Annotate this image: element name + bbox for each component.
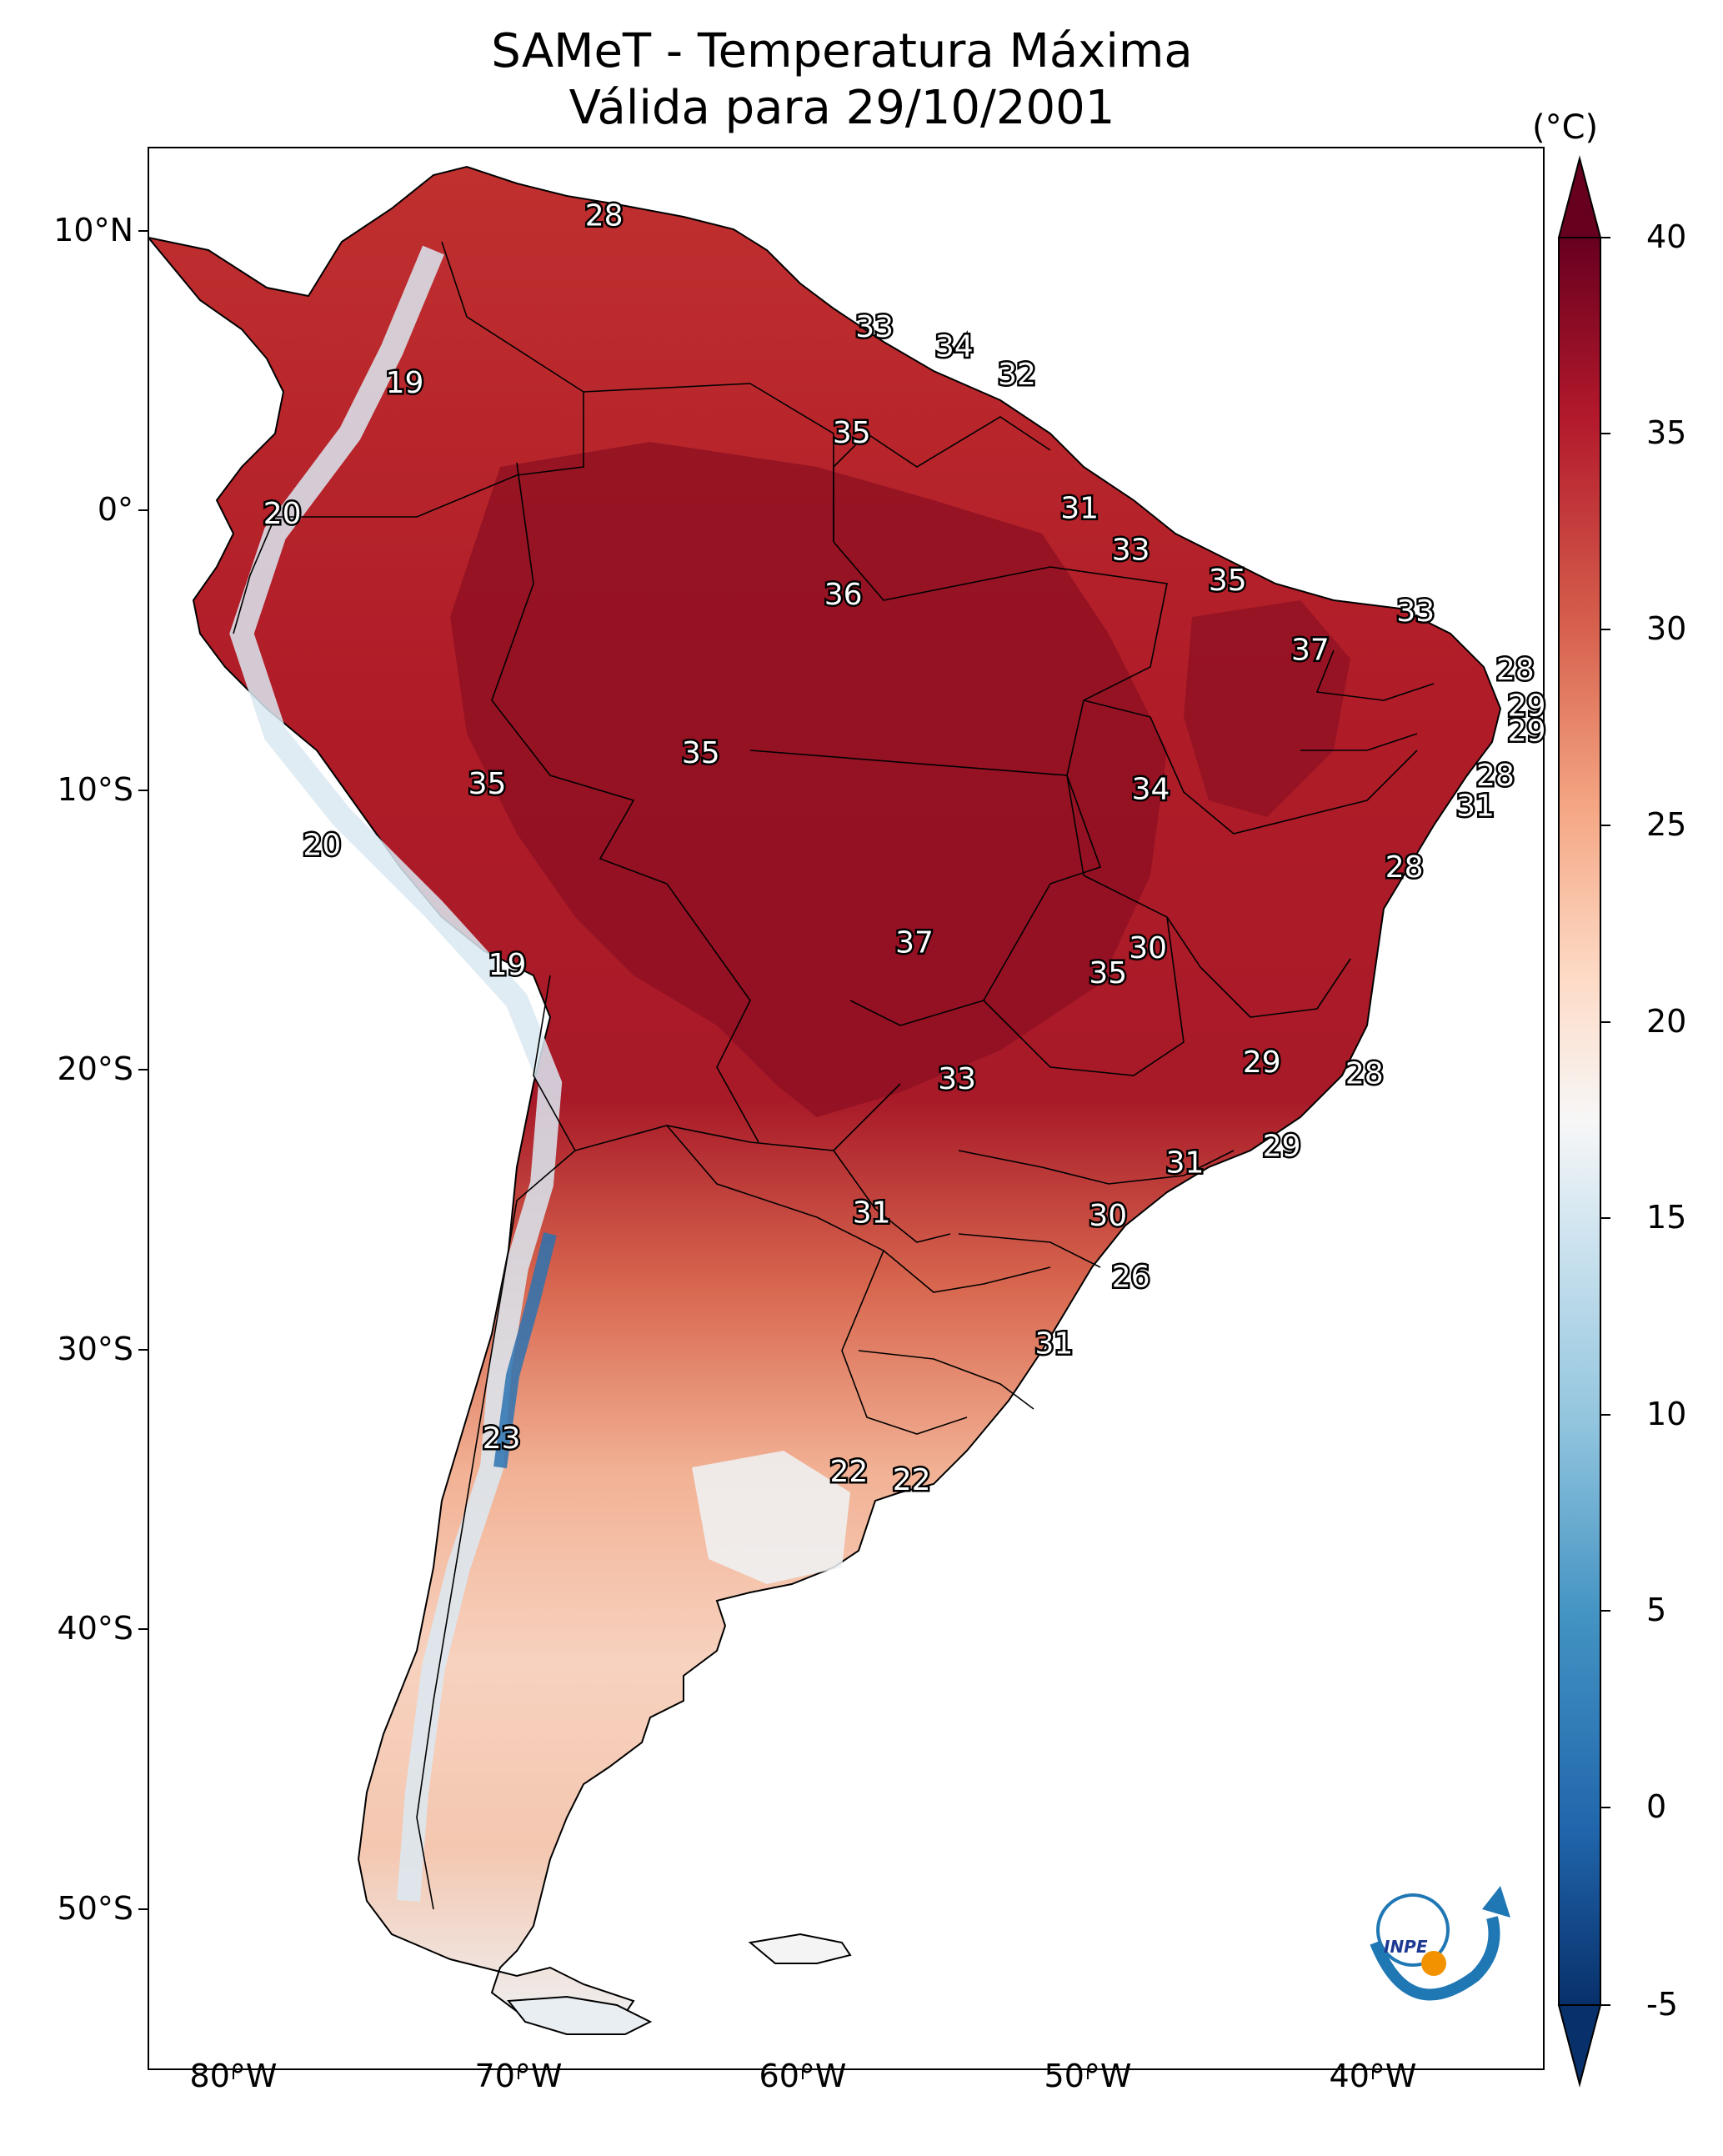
temperature-value-label: 19 — [386, 366, 424, 400]
lat-tick-label: 0° — [97, 491, 133, 528]
temperature-value-label: 30 — [1129, 931, 1167, 965]
lon-tick-label: 60°W — [759, 2058, 847, 2094]
colorbar-tick-label: 25 — [1646, 806, 1687, 843]
temperature-value-label: 35 — [1089, 956, 1127, 990]
temperature-value-label: 37 — [1291, 634, 1330, 668]
colorbar-bottom-arrow — [1557, 2004, 1602, 2088]
colorbar — [1557, 155, 1610, 2088]
temperature-value-label: 22 — [829, 1455, 868, 1489]
lat-tick-label: 50°S — [57, 1890, 133, 1927]
colorbar-tick-label: 10 — [1646, 1396, 1687, 1432]
lon-tick-marks — [233, 2069, 1374, 2079]
temperature-value-label: 31 — [1456, 790, 1495, 824]
temperature-value-label: 35 — [1209, 564, 1247, 598]
inpe-logo: INPE — [1370, 1886, 1510, 2001]
temperature-value-label: 28 — [1345, 1056, 1384, 1091]
temperature-value-label: 23 — [483, 1421, 521, 1456]
temperature-value-label: 28 — [1496, 653, 1535, 687]
temperature-value-label: 26 — [1112, 1260, 1150, 1294]
map-frame — [148, 147, 1545, 2070]
temperature-value-label: 28 — [585, 199, 624, 233]
temperature-value-label: 29 — [1243, 1045, 1281, 1080]
northeast-hot-spot — [1184, 600, 1350, 817]
colorbar-body — [1558, 237, 1601, 2006]
colorbar-tick-label: 40 — [1646, 218, 1687, 255]
temperature-value-label: 33 — [855, 310, 894, 344]
lat-tick-marks — [138, 230, 148, 1910]
temperature-value-label: 29 — [1508, 689, 1546, 724]
temperature-value-label: 35 — [833, 416, 871, 450]
colorbar-tick-label: 0 — [1646, 1788, 1667, 1825]
map-title: SAMeT - Temperatura Máxima — [491, 24, 1193, 78]
temperature-value-label: 31 — [1166, 1146, 1205, 1180]
temperature-value-label: 29 — [1508, 714, 1546, 749]
temperature-value-label: 20 — [263, 497, 302, 531]
temperature-value-label: 31 — [1034, 1326, 1073, 1361]
temperature-value-label: 30 — [1089, 1199, 1127, 1233]
colorbar-top-arrow — [1557, 155, 1602, 238]
colorbar-unit: (°C) — [1532, 108, 1599, 147]
warm-core-region — [450, 442, 1167, 1117]
temperature-value-label: 36 — [824, 578, 863, 612]
falkland-islands — [748, 1933, 852, 1964]
temperature-value-label: 28 — [1385, 850, 1424, 885]
lon-tick-label: 70°W — [474, 2058, 563, 2094]
pampas-cool-patch — [692, 1451, 850, 1584]
lat-tick-label: 10°N — [53, 212, 133, 248]
temperature-value-label: 34 — [935, 330, 974, 364]
temperature-value-label: 33 — [1112, 533, 1150, 567]
lat-tick-label: 20°S — [57, 1050, 133, 1087]
temperature-value-label: 29 — [1263, 1129, 1301, 1163]
colorbar-tick-label: 35 — [1646, 414, 1687, 451]
inpe-logo-text: INPE — [1384, 1937, 1428, 1957]
temperature-value-label: 28 — [1476, 759, 1515, 793]
colorbar-tick-label: 5 — [1646, 1592, 1667, 1628]
temperature-value-label: 20 — [303, 829, 341, 863]
lon-tick-label: 80°W — [189, 2058, 278, 2094]
lon-tick-label: 50°W — [1044, 2058, 1132, 2094]
temperature-value-label: 34 — [1132, 773, 1170, 807]
temperature-value-label: 22 — [893, 1463, 931, 1497]
temperature-value-label: 19 — [488, 948, 527, 982]
lat-tick-label: 10°S — [57, 771, 133, 808]
map-subtitle: Válida para 29/10/2001 — [568, 81, 1115, 135]
temperature-value-label: 35 — [682, 736, 720, 770]
temperature-value-label: 35 — [468, 767, 507, 801]
temperature-value-label: 33 — [1396, 594, 1435, 629]
country-borders — [233, 241, 1435, 1910]
temperature-value-label: 31 — [1060, 491, 1099, 525]
lat-tick-label: 30°S — [57, 1331, 133, 1367]
colorbar-tick-label: 20 — [1646, 1003, 1687, 1040]
temperature-value-label: 33 — [938, 1062, 976, 1096]
temperature-value-label: 31 — [853, 1196, 891, 1230]
lat-tick-label: 40°S — [57, 1610, 133, 1647]
colorbar-tick-label: 15 — [1646, 1199, 1687, 1236]
colorbar-tick-label: 30 — [1646, 610, 1687, 647]
tierra-del-fuego — [507, 1995, 653, 2035]
lon-tick-label: 40°W — [1329, 2058, 1417, 2094]
temperature-value-label: 37 — [895, 925, 934, 960]
andes-cold-core — [493, 1232, 557, 1469]
colorbar-tick-label: -5 — [1646, 1986, 1678, 2023]
temperature-value-label: 32 — [998, 358, 1036, 392]
